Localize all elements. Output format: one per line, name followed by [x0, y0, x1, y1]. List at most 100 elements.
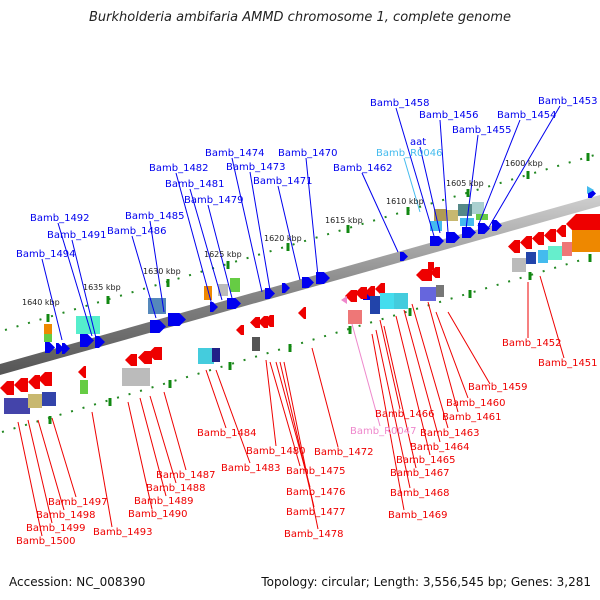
feature-box[interactable]	[122, 368, 150, 386]
gene-label[interactable]: Bamb_1464	[410, 442, 470, 453]
gene-label[interactable]: Bamb_1479	[184, 195, 244, 206]
forward-gene-arrow[interactable]	[446, 232, 460, 243]
feature-box[interactable]	[4, 398, 30, 414]
gene-label[interactable]: Bamb_1490	[128, 509, 188, 520]
gene-label[interactable]: Bamb_1492	[30, 213, 90, 224]
feature-box[interactable]	[430, 221, 442, 231]
gene-label[interactable]: Bamb_1459	[468, 382, 528, 393]
gene-label[interactable]: Bamb_1453	[538, 96, 598, 107]
feature-box[interactable]	[562, 242, 572, 256]
feature-box[interactable]	[512, 258, 526, 272]
gene-label[interactable]: Bamb_1473	[226, 162, 286, 173]
feature-box[interactable]	[472, 202, 484, 214]
gene-label[interactable]: Bamb_1475	[286, 466, 346, 477]
feature-box[interactable]	[252, 337, 260, 351]
feature-box[interactable]	[538, 250, 548, 263]
forward-gene-arrow[interactable]	[56, 343, 64, 354]
reverse-gene-arrow[interactable]	[544, 229, 556, 242]
feature-box[interactable]	[420, 287, 436, 301]
reverse-gene-arrow[interactable]	[566, 214, 600, 234]
gene-label[interactable]: Bamb_1454	[497, 110, 557, 121]
gene-label[interactable]: Bamb_1478	[284, 529, 344, 540]
reverse-gene-arrow[interactable]	[520, 236, 532, 249]
gene-label[interactable]: Bamb_1486	[107, 226, 167, 237]
gene-label[interactable]: Bamb_1484	[197, 428, 257, 439]
reverse-gene-arrow[interactable]	[365, 286, 375, 298]
feature-box[interactable]	[42, 392, 56, 406]
reverse-gene-arrow[interactable]	[258, 316, 268, 328]
gene-label[interactable]: Bamb_1494	[16, 249, 76, 260]
feature-box[interactable]	[76, 316, 100, 334]
feature-box[interactable]	[348, 310, 362, 324]
reverse-gene-arrow[interactable]	[28, 375, 40, 389]
forward-gene-arrow[interactable]	[282, 283, 290, 293]
reverse-gene-arrow[interactable]	[264, 315, 274, 327]
gene-label[interactable]: Bamb_1463	[420, 428, 480, 439]
gene-label[interactable]: Bamb_1491	[47, 230, 107, 241]
gene-label[interactable]: Bamb_1462	[333, 163, 393, 174]
feature-box[interactable]	[436, 285, 444, 297]
forward-gene-arrow[interactable]	[430, 236, 444, 246]
forward-gene-arrow[interactable]	[492, 220, 502, 231]
gene-label[interactable]: Bamb_1493	[93, 527, 153, 538]
gene-label[interactable]: aat	[410, 137, 426, 148]
forward-gene-arrow[interactable]	[265, 288, 275, 299]
forward-gene-arrow[interactable]	[168, 313, 186, 326]
gene-label[interactable]: Bamb_1452	[502, 338, 562, 349]
gene-label[interactable]: Bamb_R0046	[376, 148, 442, 159]
gene-label[interactable]: Bamb_1451	[538, 358, 598, 369]
gene-label[interactable]: Bamb_1470	[278, 148, 338, 159]
gene-label[interactable]: Bamb_1460	[446, 398, 506, 409]
gene-label[interactable]: Bamb_1483	[221, 463, 281, 474]
reverse-gene-arrow[interactable]	[298, 307, 306, 319]
gene-label[interactable]: Bamb_1455	[452, 125, 512, 136]
gene-label[interactable]: Bamb_1474	[205, 148, 265, 159]
gene-label[interactable]: Bamb_1481	[165, 179, 225, 190]
gene-label[interactable]: Bamb_1472	[314, 447, 374, 458]
reverse-gene-arrow[interactable]	[14, 378, 28, 392]
gene-label[interactable]: Bamb_1467	[390, 468, 450, 479]
reverse-gene-arrow[interactable]	[138, 351, 152, 364]
feature-box[interactable]	[198, 348, 214, 364]
gene-label[interactable]: Bamb_1498	[36, 510, 96, 521]
gene-label[interactable]: Bamb_1497	[48, 497, 108, 508]
forward-gene-arrow[interactable]	[400, 252, 408, 261]
feature-box[interactable]	[572, 230, 600, 252]
forward-gene-arrow[interactable]	[227, 298, 241, 309]
gene-label[interactable]: Bamb_1500	[16, 536, 76, 547]
reverse-gene-arrow[interactable]	[508, 240, 520, 253]
rna-gene-arrow[interactable]	[341, 296, 347, 304]
gene-label[interactable]: Bamb_1488	[146, 483, 206, 494]
reverse-gene-arrow[interactable]	[416, 269, 432, 281]
gene-label[interactable]: Bamb_1466	[375, 409, 435, 420]
feature-box[interactable]	[380, 293, 394, 309]
gene-label[interactable]: Bamb_1480	[246, 446, 306, 457]
rna-gene-arrow[interactable]	[587, 186, 594, 194]
gene-label[interactable]: Bamb_1458	[370, 98, 430, 109]
feature-box[interactable]	[230, 278, 240, 292]
feature-box[interactable]	[394, 293, 408, 309]
reverse-gene-arrow[interactable]	[345, 290, 357, 302]
reverse-gene-arrow[interactable]	[78, 366, 86, 378]
gene-label[interactable]: Bamb_1477	[286, 507, 346, 518]
forward-gene-arrow[interactable]	[462, 227, 476, 238]
reverse-gene-arrow[interactable]	[0, 381, 14, 395]
forward-gene-arrow[interactable]	[316, 272, 330, 284]
gene-label[interactable]: Bamb_1487	[156, 470, 216, 481]
feature-box[interactable]	[28, 394, 42, 408]
reverse-gene-arrow[interactable]	[236, 325, 244, 335]
gene-label[interactable]: Bamb_1468	[390, 488, 450, 499]
forward-gene-arrow[interactable]	[80, 334, 94, 347]
reverse-gene-arrow[interactable]	[430, 267, 440, 278]
forward-gene-arrow[interactable]	[45, 342, 55, 353]
gene-label[interactable]: Bamb_1485	[125, 211, 185, 222]
feature-box[interactable]	[428, 262, 434, 270]
feature-box[interactable]	[212, 348, 220, 362]
feature-box[interactable]	[44, 334, 52, 342]
feature-box[interactable]	[44, 324, 52, 336]
reverse-gene-arrow[interactable]	[38, 372, 52, 386]
gene-label[interactable]: Bamb_1461	[442, 412, 502, 423]
feature-box[interactable]	[446, 210, 458, 221]
reverse-gene-arrow[interactable]	[556, 225, 566, 237]
forward-gene-arrow[interactable]	[150, 320, 166, 333]
